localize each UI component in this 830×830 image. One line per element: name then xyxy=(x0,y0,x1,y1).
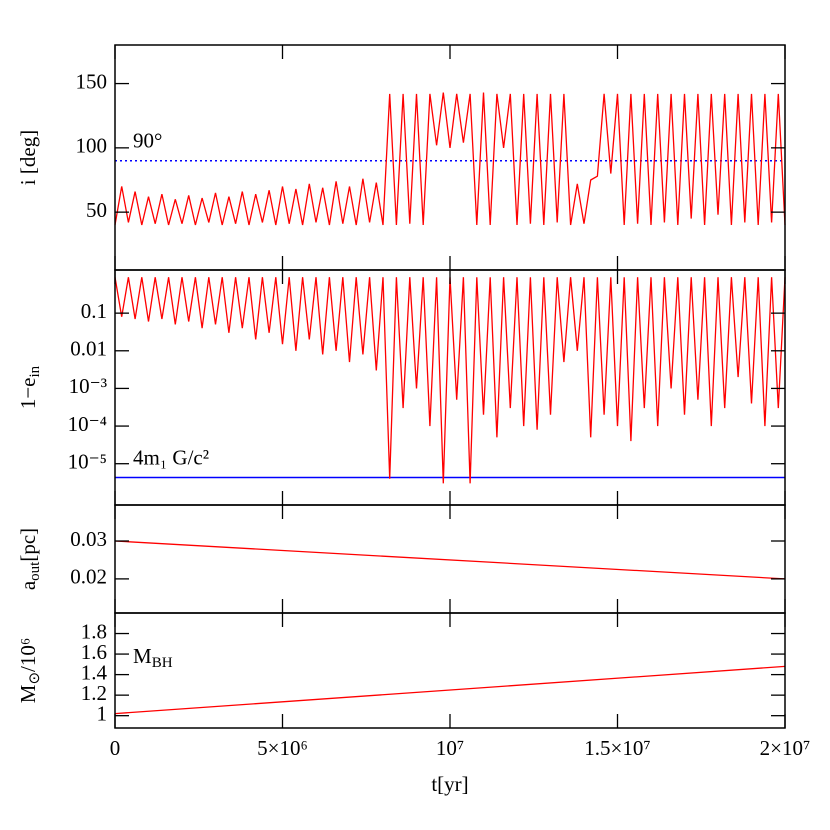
y-tick-label: 1.6 xyxy=(81,640,107,664)
annotation: MBH xyxy=(133,644,173,672)
y-tick-label: 0.01 xyxy=(70,337,107,361)
data-line xyxy=(114,92,786,226)
annotation-sub: BH xyxy=(152,655,173,671)
data-line xyxy=(114,665,786,715)
x-tick-label: 10⁷ xyxy=(436,736,464,760)
y-tick-label: 50 xyxy=(86,198,107,222)
y-tick-label: 10⁻⁵ xyxy=(68,450,107,474)
plot-frame xyxy=(114,269,786,506)
y-tick-label: 0.02 xyxy=(70,565,107,589)
y-axis-label-sub: in xyxy=(27,365,43,377)
y-axis-label-main: M xyxy=(16,684,40,703)
y-tick-label: 10⁻⁴ xyxy=(68,412,107,436)
y-tick-label: 1.8 xyxy=(81,619,107,643)
x-axis-label: t[yr] xyxy=(431,772,468,796)
y-tick-label: 1.2 xyxy=(81,681,107,705)
y-axis-label: i [deg] xyxy=(16,130,40,185)
y-tick-label: 1 xyxy=(97,701,108,725)
x-tick-label: 1.5×10⁷ xyxy=(584,736,650,760)
y-axis-label-sub: ⊙ xyxy=(27,672,43,685)
y-axis-label-tail: [pc] xyxy=(16,528,40,562)
y-axis-label-main: 1−e xyxy=(16,378,40,410)
y-tick-label: 150 xyxy=(76,69,108,93)
y-axis-label-sub: out xyxy=(27,561,43,581)
y-axis-label: M⊙/10⁶ xyxy=(16,638,44,703)
y-tick-label: 1.4 xyxy=(81,660,108,684)
y-axis-label-main: a xyxy=(16,580,40,590)
y-tick-label: 0.03 xyxy=(70,527,107,551)
y-axis-label: 1−ein xyxy=(16,365,44,409)
annotation-main: M xyxy=(133,644,152,668)
x-tick-label: 5×10⁶ xyxy=(257,736,308,760)
x-tick-label: 2×10⁷ xyxy=(760,736,811,760)
y-axis-label-tail: /10⁶ xyxy=(16,638,40,672)
plot-frame xyxy=(114,612,786,729)
data-line xyxy=(114,277,786,484)
plot-frame xyxy=(114,44,786,271)
x-tick-label: 0 xyxy=(110,736,121,760)
y-axis-label: aout[pc] xyxy=(16,528,44,590)
reference-label: 90° xyxy=(133,129,162,153)
plot-frame xyxy=(114,504,786,614)
y-tick-label: 10⁻³ xyxy=(69,374,107,398)
reference-label: 4m₁ G/c² xyxy=(133,445,209,469)
y-tick-label: 0.1 xyxy=(81,299,107,323)
data-line xyxy=(114,540,786,580)
y-tick-label: 100 xyxy=(76,134,108,158)
